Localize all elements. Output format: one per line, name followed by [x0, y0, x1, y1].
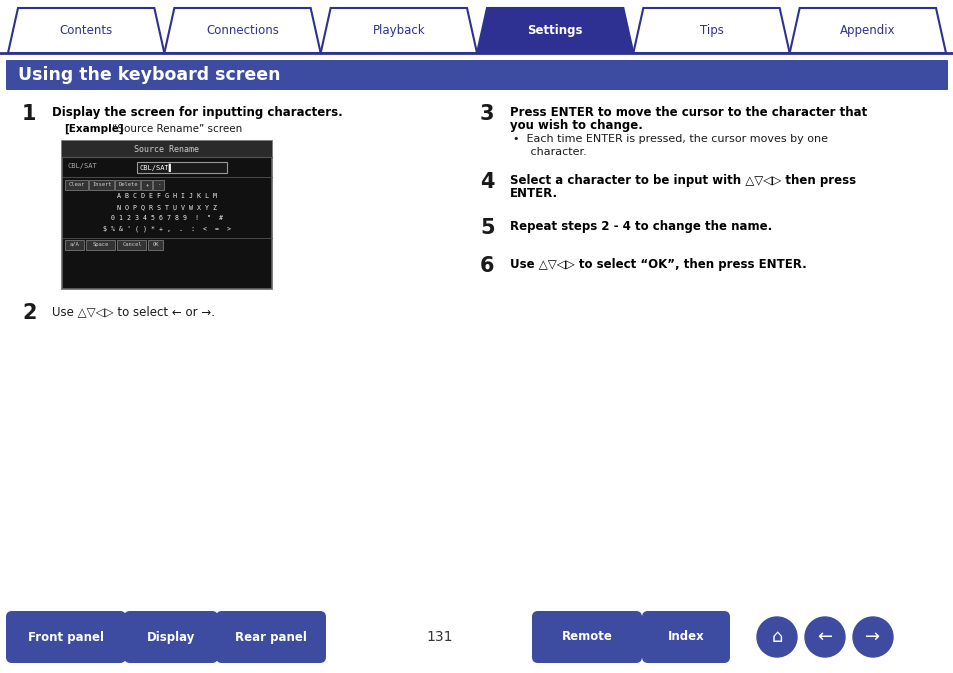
- Text: Connections: Connections: [206, 24, 278, 37]
- Text: ENTER.: ENTER.: [510, 187, 558, 200]
- FancyBboxPatch shape: [137, 162, 227, 173]
- Text: 3: 3: [479, 104, 494, 124]
- Text: Cancel: Cancel: [122, 242, 142, 247]
- Text: Use △▽◁▷ to select ← or →.: Use △▽◁▷ to select ← or →.: [52, 305, 214, 318]
- Text: Settings: Settings: [527, 24, 582, 37]
- FancyBboxPatch shape: [6, 611, 126, 663]
- Text: +: +: [145, 182, 149, 187]
- Circle shape: [757, 617, 796, 657]
- Text: OK: OK: [152, 242, 159, 247]
- Text: Repeat steps 2 - 4 to change the name.: Repeat steps 2 - 4 to change the name.: [510, 220, 771, 233]
- FancyBboxPatch shape: [149, 240, 163, 250]
- FancyBboxPatch shape: [62, 141, 272, 289]
- Text: ⌂: ⌂: [771, 628, 781, 646]
- Text: Clear: Clear: [69, 182, 85, 187]
- FancyBboxPatch shape: [90, 180, 114, 190]
- FancyBboxPatch shape: [117, 240, 147, 250]
- Polygon shape: [320, 8, 476, 53]
- Text: you wish to change.: you wish to change.: [510, 119, 642, 132]
- FancyBboxPatch shape: [141, 180, 152, 190]
- Text: Press ENTER to move the cursor to the character that: Press ENTER to move the cursor to the ch…: [510, 106, 866, 119]
- FancyBboxPatch shape: [115, 180, 140, 190]
- FancyBboxPatch shape: [124, 611, 218, 663]
- Text: Contents: Contents: [59, 24, 112, 37]
- Text: •  Each time ENTER is pressed, the cursor moves by one: • Each time ENTER is pressed, the cursor…: [513, 134, 827, 144]
- Text: ←: ←: [817, 628, 832, 646]
- FancyBboxPatch shape: [153, 180, 164, 190]
- Circle shape: [852, 617, 892, 657]
- Text: character.: character.: [513, 147, 586, 157]
- Circle shape: [804, 617, 844, 657]
- Text: Space: Space: [92, 242, 109, 247]
- Text: Using the keyboard screen: Using the keyboard screen: [18, 66, 280, 84]
- Text: Insert: Insert: [92, 182, 112, 187]
- Text: 6: 6: [479, 256, 494, 276]
- Text: Display the screen for inputting characters.: Display the screen for inputting charact…: [52, 106, 342, 119]
- Text: Display: Display: [147, 631, 195, 643]
- Text: Source Rename: Source Rename: [134, 145, 199, 153]
- Polygon shape: [476, 8, 633, 53]
- Text: Appendix: Appendix: [840, 24, 895, 37]
- Text: CBL/SAT: CBL/SAT: [68, 163, 97, 169]
- Text: 4: 4: [479, 172, 494, 192]
- Text: Playback: Playback: [372, 24, 425, 37]
- Text: Rear panel: Rear panel: [234, 631, 307, 643]
- FancyBboxPatch shape: [66, 240, 85, 250]
- Text: a/A: a/A: [71, 242, 80, 247]
- Polygon shape: [633, 8, 789, 53]
- Text: Front panel: Front panel: [28, 631, 104, 643]
- Text: N O P Q R S T U V W X Y Z: N O P Q R S T U V W X Y Z: [117, 204, 216, 210]
- Text: Use △▽◁▷ to select “OK”, then press ENTER.: Use △▽◁▷ to select “OK”, then press ENTE…: [510, 258, 806, 271]
- Text: -: -: [157, 182, 160, 187]
- Text: 1: 1: [22, 104, 36, 124]
- Text: Tips: Tips: [699, 24, 722, 37]
- FancyBboxPatch shape: [641, 611, 729, 663]
- FancyBboxPatch shape: [532, 611, 641, 663]
- Text: Index: Index: [667, 631, 703, 643]
- Text: 131: 131: [426, 630, 453, 644]
- FancyBboxPatch shape: [62, 141, 272, 157]
- Text: →: →: [864, 628, 880, 646]
- Text: $ % & ' ( ) * + ,  .  :  <  =  >: $ % & ' ( ) * + , . : < = >: [103, 226, 231, 232]
- Polygon shape: [164, 8, 320, 53]
- Text: [Example]: [Example]: [64, 124, 124, 135]
- Text: Remote: Remote: [561, 631, 612, 643]
- Text: 0 1 2 3 4 5 6 7 8 9  !  "  #: 0 1 2 3 4 5 6 7 8 9 ! " #: [111, 215, 223, 221]
- FancyBboxPatch shape: [6, 60, 947, 90]
- Polygon shape: [8, 8, 164, 53]
- FancyBboxPatch shape: [66, 180, 89, 190]
- FancyBboxPatch shape: [215, 611, 326, 663]
- Text: CBL/SAT▌: CBL/SAT▌: [140, 164, 173, 172]
- Text: 5: 5: [479, 218, 494, 238]
- Text: A B C D E F G H I J K L M: A B C D E F G H I J K L M: [117, 193, 216, 199]
- Text: “Source Rename” screen: “Source Rename” screen: [112, 124, 242, 134]
- Text: Delete: Delete: [118, 182, 137, 187]
- Text: 2: 2: [22, 303, 36, 323]
- Text: Select a character to be input with △▽◁▷ then press: Select a character to be input with △▽◁▷…: [510, 174, 855, 187]
- Polygon shape: [789, 8, 945, 53]
- FancyBboxPatch shape: [87, 240, 115, 250]
